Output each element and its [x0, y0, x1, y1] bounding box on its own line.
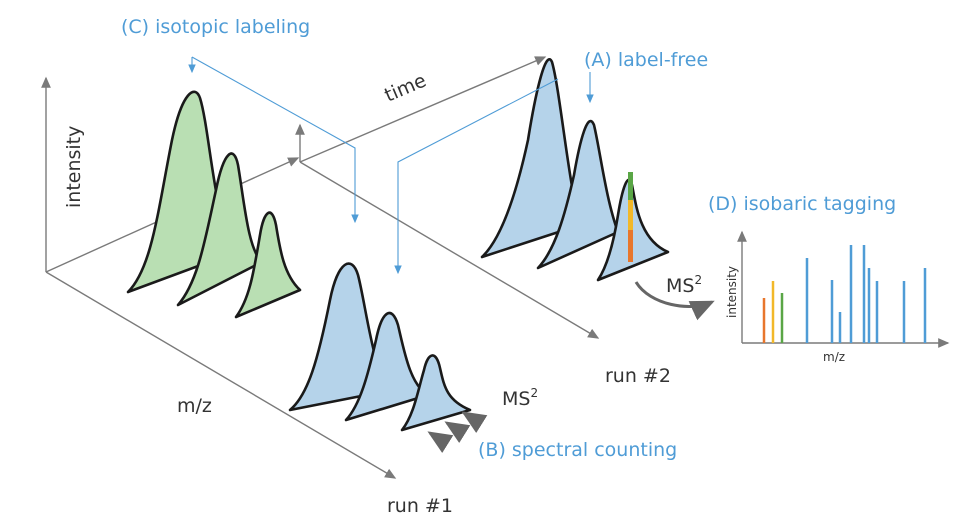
- tag-stripe-yellow: [628, 200, 633, 230]
- green-peak-group: [126, 90, 302, 319]
- ms2-sup-run2: 2: [694, 273, 702, 287]
- run1-peak-3: [400, 354, 472, 432]
- time-axis-run2: [299, 56, 547, 163]
- inset-ylabel: intensity: [725, 266, 739, 318]
- label-free-label: (A) label-free: [584, 49, 708, 71]
- label-free-connector: [394, 78, 559, 275]
- isotopic-connector: [191, 56, 359, 224]
- intensity-label: intensity: [63, 126, 85, 208]
- ms2-sup-run1: 2: [530, 386, 538, 400]
- sc-arrow-3: [461, 411, 488, 434]
- isobaric-tag-stripes: [628, 172, 633, 262]
- sc-arrow-2: [444, 421, 471, 444]
- ms2-base-run2: MS: [666, 275, 694, 297]
- isobaric-inset: intensity m/z: [725, 230, 950, 364]
- spectral-counting-label: (B) spectral counting: [478, 439, 677, 461]
- run1-peak-2: [344, 311, 430, 422]
- inset-xlabel: m/z: [823, 350, 845, 364]
- ms2-curved-arrow: [634, 281, 715, 321]
- tag-stripe-green: [628, 172, 633, 200]
- ms2-label-run2: MS2: [666, 273, 702, 297]
- blue-peak-group-run2: [480, 58, 670, 282]
- blue-peak-group-run1: [288, 262, 472, 432]
- run2-peak-1: [480, 58, 582, 259]
- tag-stripe-orange: [628, 230, 633, 262]
- ms2-base-run1: MS: [502, 388, 530, 410]
- spectral-counting-arrows: [427, 411, 488, 454]
- run2-peak-2: [536, 119, 620, 270]
- mz-axis-run2: [299, 161, 600, 339]
- green-peak-3: [234, 211, 302, 319]
- mz-axis-run1: [45, 271, 397, 479]
- sc-arrow-1: [427, 431, 454, 454]
- isobaric-tagging-label: (D) isobaric tagging: [708, 193, 896, 215]
- time-label: time: [381, 70, 429, 107]
- isotopic-labeling-label: (C) isotopic labeling: [121, 16, 310, 38]
- run1-label: run #1: [387, 495, 453, 517]
- mz-label: m/z: [177, 395, 212, 417]
- ms2-label-run1: MS2: [502, 386, 538, 410]
- green-peak-2: [176, 152, 264, 307]
- run2-label: run #2: [605, 365, 671, 387]
